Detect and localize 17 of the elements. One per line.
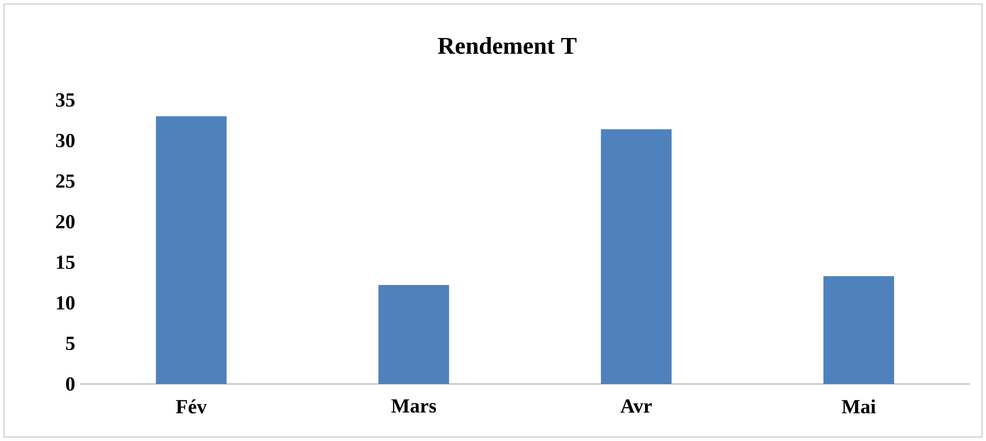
x-tick-label: Fév bbox=[176, 399, 207, 414]
y-tick-label: 15 bbox=[56, 256, 75, 269]
bar bbox=[156, 116, 227, 384]
y-tick-label: 25 bbox=[56, 174, 75, 188]
y-tick-label: 0 bbox=[66, 377, 75, 391]
bar bbox=[600, 129, 672, 384]
y-tick-label: 10 bbox=[56, 296, 75, 310]
x-tick-label: Avr bbox=[620, 399, 652, 413]
x-tick-label: Mars bbox=[391, 399, 436, 413]
y-tick-label: 30 bbox=[56, 134, 75, 148]
chart-title: Rendement T bbox=[438, 37, 576, 54]
bar bbox=[823, 276, 894, 384]
y-tick-label: 5 bbox=[66, 336, 75, 350]
y-tick-label: 20 bbox=[56, 214, 75, 228]
y-tick-label: 35 bbox=[56, 93, 75, 107]
x-tick-label: Mai bbox=[842, 399, 876, 414]
bar bbox=[378, 284, 450, 384]
